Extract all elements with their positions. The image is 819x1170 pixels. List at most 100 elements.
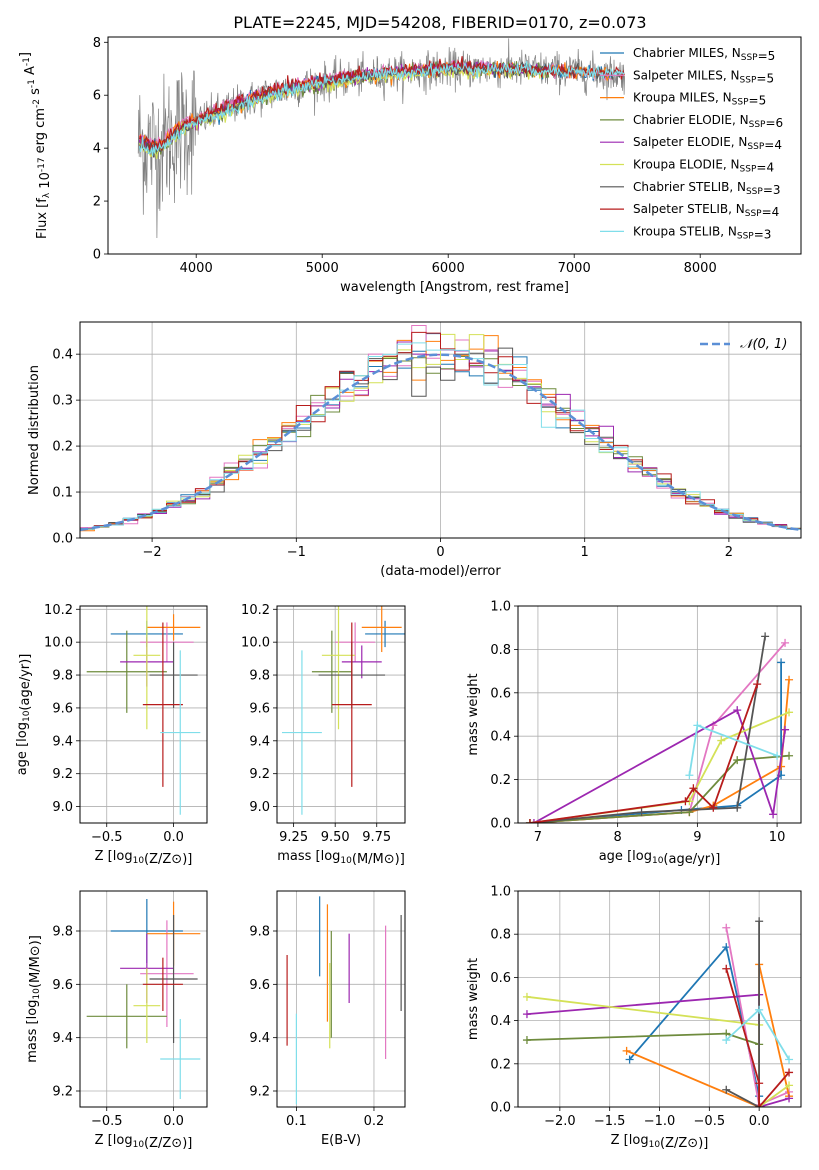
legend-label: Chabrier STELIB, NSSP=3 [633,180,781,197]
y-tick-label: 9.2 [249,767,270,782]
weight-marker [722,923,731,932]
weight-marker [637,808,646,817]
y-tick-label: 9.4 [249,734,270,749]
plot-area-weight_vs_Z [522,917,794,1107]
weight-marker [755,917,764,926]
x-axis-label: (data-model)/error [380,564,501,579]
y-tick-label: 0.3 [52,394,73,409]
panel-age_vs_mass: 9.25 9.50 9.75 9.0 9.2 9.4 9.6 9.8 10.0 10.2 mass … [241,603,406,867]
weight-marker [525,819,534,823]
plot-area-mass_vs_Z [86,899,201,1099]
y-tick-label: 9.0 [52,800,73,815]
weight-marker [681,797,690,806]
weight-series-line [529,754,790,823]
legend-label: Salpeter STELIB, NSSP=4 [633,202,779,219]
y-tick-label: 9.2 [52,1085,73,1100]
x-tick-label: 0.2 [364,1114,385,1129]
axes-frame [79,890,208,1108]
y-tick-label: 0.1 [52,486,73,501]
axes-frame [276,605,406,824]
weight-series-line [533,708,786,823]
y-tick-label: 0.6 [490,686,511,701]
weight-marker [781,638,790,647]
x-tick-label: 7 [534,830,542,845]
x-axis-label: age [log10(age/yr)] [599,849,721,867]
weight-marker [755,1103,764,1107]
x-tick-label: −0.5 [91,830,123,845]
axes-frame [276,890,406,1108]
x-tick-label: 9 [693,830,701,845]
panel-mass_vs_Z: −0.5 0.0 9.2 9.4 9.6 9.8 Z [log10(Z/Z⊙)] mass [… [25,890,208,1151]
residual-histogram [80,347,801,530]
x-tick-label: 4000 [180,261,213,276]
x-tick-label: 0.0 [163,1114,184,1129]
x-tick-label: 6000 [432,261,465,276]
legend-label: Kroupa MILES, NSSP=5 [633,91,766,108]
y-axis-label: mass weight [466,958,481,1040]
panel-spectrum: 4000 5000 6000 7000 8000 0 2 4 6 8 wavelength [Ang… [18,36,802,295]
weight-series-line [529,642,786,823]
weight-marker [785,1055,794,1064]
panel-mass_vs_ebv: 0.1 0.2 9.2 9.4 9.6 9.8 E(B-V) [249,890,406,1148]
x-axis-label: mass [log10(M/M⊙)] [277,849,405,867]
y-axis-label: Normed distribution [27,365,42,495]
model-series-line [138,61,625,156]
weight-marker [689,784,698,793]
x-tick-label: 5000 [306,261,339,276]
y-tick-label: 10.2 [241,603,270,618]
y-axis-label: mass weight [466,673,481,755]
weight-marker [522,1036,531,1045]
x-tick-label: −1.5 [594,1114,626,1129]
weight-marker [773,751,782,760]
axes-frame [79,605,208,824]
x-tick-label: −2 [143,545,162,560]
y-tick-label: 9.2 [52,767,73,782]
weight-marker [733,756,742,765]
y-tick-label: 9.8 [52,669,73,684]
x-tick-label: 0.0 [749,1114,770,1129]
y-tick-label: 9.6 [249,701,270,716]
legend-label: Kroupa STELIB, NSSP=3 [633,224,771,241]
weight-marker [722,964,731,973]
y-tick-label: 9.4 [52,734,73,749]
weight-marker [785,1068,794,1077]
y-tick-label: 0.0 [490,1101,511,1116]
x-tick-label: 0.0 [163,830,184,845]
weight-marker [709,803,718,812]
axes-frame [107,36,802,255]
panel-age_vs_Z: −0.5 0.0 9.0 9.2 9.4 9.6 9.8 10.0 10.2 Z [log10(Z… [15,603,208,867]
legend-label: Salpeter MILES, NSSP=5 [633,68,774,85]
x-tick-label: 9.75 [362,830,391,845]
y-tick-label: 9.8 [249,925,270,940]
y-tick-label: 9.8 [249,669,270,684]
y-tick-label: 9.6 [52,978,73,993]
weight-marker [769,810,778,819]
axes-frame [517,890,802,1108]
legend-label: Kroupa ELODIE, NSSP=4 [633,158,774,175]
y-tick-label: 9.2 [249,1085,270,1100]
x-axis-label: wavelength [Angstrom, rest frame] [340,280,569,295]
axes-frame [517,605,802,824]
figure-title: PLATE=2245, MJD=54208, FIBERID=0170, z=0… [233,13,646,32]
legend-label: Chabrier MILES, NSSP=5 [633,46,775,63]
weight-marker [722,1085,731,1094]
y-tick-label: 9.6 [52,701,73,716]
weight-marker [717,736,726,745]
legend-label: Chabrier ELODIE, NSSP=6 [633,113,783,130]
residual-histogram [80,331,801,530]
weight-marker [785,1081,794,1090]
y-tick-label: 0 [93,248,101,263]
plot-area-spectrum [137,38,625,239]
weight-marker [693,721,702,730]
model-series-line [138,56,625,151]
weight-series-line [529,683,759,823]
plot-area-age_vs_mass [281,606,405,815]
y-tick-label: 0.0 [490,817,511,832]
x-tick-label: −0.5 [694,1114,726,1129]
x-tick-label: 7000 [558,261,591,276]
x-tick-label: 2 [725,545,733,560]
weight-marker [722,943,731,952]
weight-marker [733,706,742,715]
panel-weight_vs_age: 7 8 9 10 0.0 0.2 0.4 0.6 0.8 1.0 age [log10(age/yr… [466,600,802,867]
